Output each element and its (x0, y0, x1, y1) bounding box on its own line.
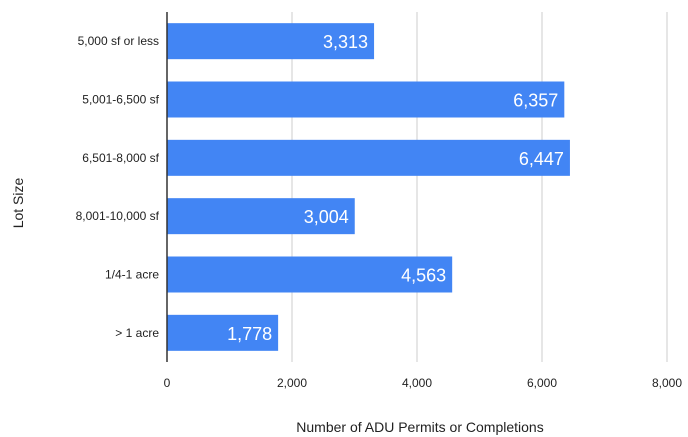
bar (167, 198, 355, 235)
category-label: 5,000 sf or less (78, 34, 159, 48)
data-label: 3,313 (323, 32, 368, 52)
bar (167, 81, 565, 118)
x-axis-title: Number of ADU Permits or Completions (296, 419, 543, 435)
category-label: 5,001-6,500 sf (82, 93, 159, 107)
x-tick-label: 4,000 (402, 376, 432, 390)
bars: 3,313 6,357 6,447 3,004 4,563 1,778 (167, 23, 570, 351)
category-label: 6,501-8,000 sf (82, 151, 159, 165)
x-tick-label: 8,000 (652, 376, 682, 390)
data-label: 1,778 (227, 324, 272, 344)
category-label: 1/4-1 acre (105, 268, 159, 282)
x-tick-label: 0 (164, 376, 171, 390)
category-label: > 1 acre (115, 326, 159, 340)
data-label: 3,004 (304, 207, 349, 227)
category-labels: 5,000 sf or less 5,001-6,500 sf 6,501-8,00… (76, 34, 160, 340)
bar (167, 314, 279, 351)
data-label: 4,563 (401, 266, 446, 286)
x-tick-label: 6,000 (527, 376, 557, 390)
bar (167, 256, 453, 293)
grid-lines (291, 12, 668, 362)
y-axis-title: Lot Size (10, 177, 26, 228)
x-tick-label: 2,000 (277, 376, 307, 390)
x-tick-labels: 0 2,000 4,000 6,000 8,000 (164, 376, 683, 390)
category-label: 8,001-10,000 sf (76, 209, 160, 223)
data-label: 6,447 (519, 149, 564, 169)
data-label: 6,357 (513, 91, 558, 111)
bar (167, 23, 375, 60)
bar (167, 139, 570, 176)
